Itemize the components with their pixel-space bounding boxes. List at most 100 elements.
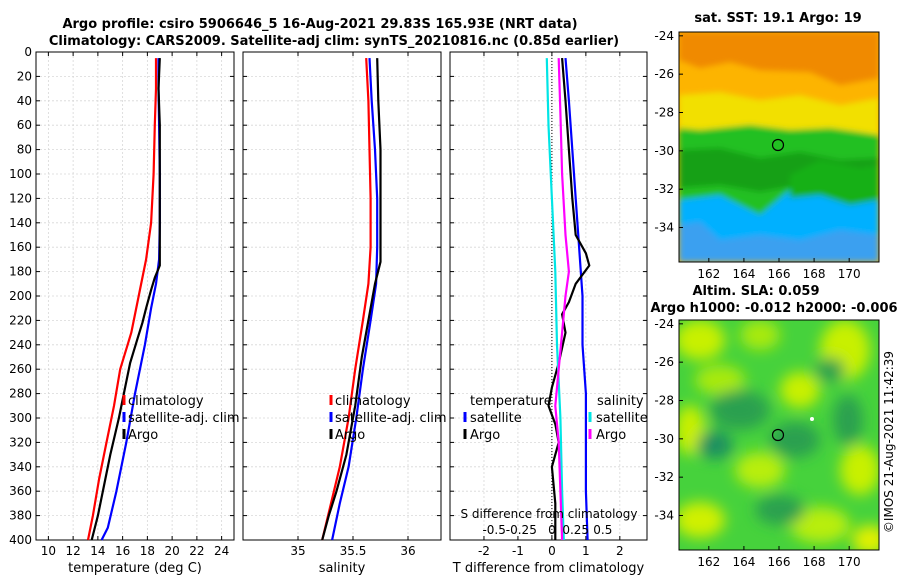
map-y-tick-label: -32 (654, 182, 674, 196)
salinity-tick-label: 0.5 (593, 523, 612, 537)
map-y-tick-label: -28 (654, 106, 674, 120)
map-y-tick-label: -30 (654, 144, 674, 158)
y-tick-label: 240 (9, 338, 32, 352)
y-tick-label: 80 (17, 143, 32, 157)
y-tick-label: 260 (9, 362, 32, 376)
y-tick-label: 380 (9, 509, 32, 523)
y-tick-label: 180 (9, 265, 32, 279)
map-y-tick-label: -34 (654, 509, 674, 523)
y-tick-label: 320 (9, 435, 32, 449)
legend-label: satellite-adj. clim (128, 411, 240, 426)
legend-title-salinity: salinity (597, 394, 644, 409)
y-tick-label: 340 (9, 460, 32, 474)
series-line-satellite-adj-clim (331, 58, 379, 541)
map-y-tick-label: -34 (654, 221, 674, 235)
sla-map: Altim. SLA: 0.059 Argo h1000: -0.012 h20… (650, 284, 897, 569)
legend-label: satellite (596, 411, 648, 426)
map-x-tick-label: 170 (838, 555, 861, 569)
x-axis-label: salinity (319, 561, 366, 576)
y-tick-label: 40 (17, 94, 32, 108)
series-line-argo (90, 58, 161, 541)
y-tick-label: 60 (17, 118, 32, 132)
x-tick-label: 35 (290, 544, 305, 558)
x-tick-label: 12 (65, 544, 80, 558)
x-tick-label: 18 (140, 544, 155, 558)
legend-label: Argo (470, 428, 500, 443)
x-tick-label: -2 (478, 544, 490, 558)
map-x-tick-label: 162 (697, 555, 720, 569)
sst-heatmap (679, 32, 879, 262)
legend-label: climatology (128, 394, 204, 409)
x-tick-label: 36 (400, 544, 415, 558)
temperature-panel: 0 20 40 60 80 100 120 140 160 180 200 220 240 260 280 3… (9, 45, 240, 576)
legend-label: Argo (596, 428, 626, 443)
y-tick-label: 300 (9, 411, 32, 425)
sla-map-title-line2: Argo h1000: -0.012 h2000: -0.006 (650, 301, 897, 316)
legend-label: satellite-adj. clim (335, 411, 447, 426)
legend-label: Argo (335, 428, 365, 443)
x-tick-label: 0 (548, 544, 556, 558)
y-tick-label: 220 (9, 313, 32, 327)
series-line-argo (321, 58, 382, 541)
salinity-tick-label: 0.25 (562, 523, 589, 537)
y-tick-label: 120 (9, 191, 32, 205)
y-tick-label: 160 (9, 240, 32, 254)
salinity-tick-label: 0 (548, 523, 556, 537)
x-tick-label: 20 (164, 544, 179, 558)
map-y-tick-label: -28 (654, 394, 674, 408)
chart-title-line2: Climatology: CARS2009. Satellite-adj cli… (49, 34, 619, 49)
series-line-t-satellite (564, 58, 589, 541)
map-x-tick-label: 166 (768, 267, 791, 281)
series-line-s-satellite (545, 58, 565, 541)
y-tick-label: 100 (9, 167, 32, 181)
chart-title-line1: Argo profile: csiro 5906646_5 16-Aug-202… (62, 17, 577, 32)
legend-label: Argo (128, 428, 158, 443)
y-tick-label: 140 (9, 216, 32, 230)
y-tick-label: 400 (9, 533, 32, 547)
map-x-tick-label: 168 (803, 267, 826, 281)
y-tick-label: 360 (9, 484, 32, 498)
x-tick-label: 10 (41, 544, 56, 558)
y-tick-label: 200 (9, 289, 32, 303)
sla-map-title-line1: Altim. SLA: 0.059 (693, 284, 820, 299)
x-tick-label: 35.5 (340, 544, 367, 558)
salinity-tick-label: -0.5 (482, 523, 505, 537)
map-y-tick-label: -24 (654, 317, 674, 331)
map-x-tick-label: 166 (768, 555, 791, 569)
watermark: ©IMOS 21-Aug-2021 11:42:39 (882, 351, 896, 533)
x-tick-label: 1 (582, 544, 590, 558)
salinity-axis-label: S difference from climatology (461, 507, 638, 521)
y-tick-label: 0 (24, 45, 32, 59)
map-y-tick-label: -24 (654, 29, 674, 43)
map-x-tick-label: 168 (803, 555, 826, 569)
map-y-tick-label: -32 (654, 470, 674, 484)
x-tick-label: 22 (189, 544, 204, 558)
salinity-tick-label: -0.25 (506, 523, 537, 537)
legend-label: climatology (335, 394, 411, 409)
series-line-s-argo (554, 58, 570, 541)
x-tick-label: 14 (90, 544, 105, 558)
sla-heatmap (679, 320, 879, 550)
series-line-climatology (86, 58, 158, 541)
map-y-tick-label: -26 (654, 67, 674, 81)
sla-float-marker (771, 428, 785, 442)
salinity-panel: 35 35.5 36 salinity climatology satellite-adj… (242, 51, 447, 576)
map-x-tick-label: 164 (732, 267, 755, 281)
series-line-satellite-adj-clim (100, 58, 161, 541)
series-line-climatology (321, 58, 372, 541)
map-x-tick-label: 162 (697, 267, 720, 281)
y-tick-label: 280 (9, 387, 32, 401)
sst-map: sat. SST: 19.1 Argo: 19 162 164 166 168 170 -… (654, 11, 880, 281)
legend-label: satellite (470, 411, 522, 426)
sla-axes: 162 164 166 168 170 -24 -26 -28 -30 -32 -34 (654, 317, 860, 569)
map-y-tick-label: -26 (654, 355, 674, 369)
map-y-tick-label: -30 (654, 432, 674, 446)
x-tick-label: -1 (512, 544, 524, 558)
map-x-tick-label: 170 (838, 267, 861, 281)
difference-panel: -2 -1 0 1 2 T difference from climatology temp… (449, 51, 648, 576)
x-tick-label: 2 (616, 544, 624, 558)
x-axis-label: T difference from climatology (452, 561, 645, 576)
sst-float-marker (771, 138, 785, 152)
sst-map-title: sat. SST: 19.1 Argo: 19 (694, 11, 861, 26)
